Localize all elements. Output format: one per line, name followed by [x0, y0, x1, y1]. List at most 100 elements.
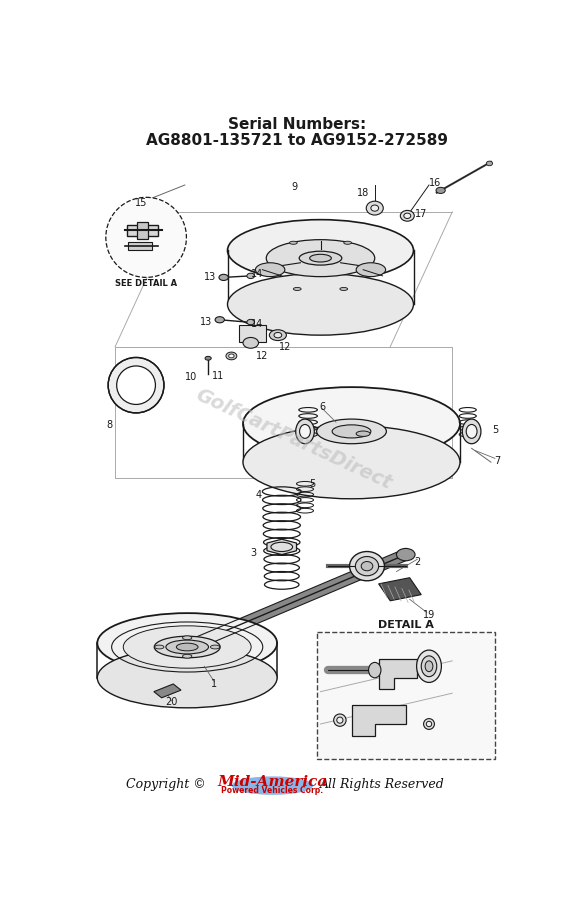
Circle shape — [106, 197, 186, 277]
Ellipse shape — [371, 205, 379, 212]
Text: 13: 13 — [200, 317, 212, 327]
Ellipse shape — [416, 650, 441, 682]
Text: Copyright ©: Copyright © — [126, 778, 205, 790]
Ellipse shape — [97, 613, 277, 673]
Text: Mid-America: Mid-America — [218, 775, 328, 788]
Ellipse shape — [344, 241, 351, 244]
Bar — [128, 242, 151, 249]
Text: 12: 12 — [280, 342, 292, 352]
Ellipse shape — [255, 263, 285, 276]
Ellipse shape — [423, 718, 434, 729]
Ellipse shape — [404, 213, 411, 219]
Ellipse shape — [462, 419, 481, 444]
Bar — [127, 225, 158, 236]
Text: GolfCartPartsDirect: GolfCartPartsDirect — [193, 385, 394, 493]
Ellipse shape — [183, 635, 192, 640]
Ellipse shape — [97, 648, 277, 707]
Polygon shape — [379, 659, 418, 689]
Ellipse shape — [166, 640, 209, 654]
Ellipse shape — [243, 338, 259, 348]
Text: 14: 14 — [251, 319, 263, 328]
Ellipse shape — [211, 645, 220, 649]
Ellipse shape — [247, 274, 255, 279]
Polygon shape — [379, 578, 421, 601]
Text: SEE DETAIL A: SEE DETAIL A — [115, 279, 177, 288]
Text: 1: 1 — [211, 679, 218, 689]
Ellipse shape — [176, 644, 198, 651]
Ellipse shape — [243, 426, 460, 499]
Ellipse shape — [227, 274, 414, 335]
Text: Serial Numbers:: Serial Numbers: — [228, 117, 367, 132]
Text: 10: 10 — [185, 373, 197, 382]
Text: All Rights Reserved: All Rights Reserved — [320, 778, 445, 790]
Ellipse shape — [289, 241, 297, 244]
Ellipse shape — [332, 425, 371, 438]
Ellipse shape — [421, 656, 437, 677]
Ellipse shape — [274, 332, 282, 338]
Text: DETAIL A: DETAIL A — [378, 620, 434, 630]
Polygon shape — [154, 684, 181, 698]
Polygon shape — [267, 539, 296, 554]
Ellipse shape — [154, 636, 220, 658]
Text: 11: 11 — [212, 371, 224, 381]
Ellipse shape — [117, 366, 155, 404]
Ellipse shape — [425, 661, 433, 671]
Ellipse shape — [299, 251, 342, 266]
Text: AG8801-135721 to AG9152-272589: AG8801-135721 to AG9152-272589 — [146, 133, 448, 148]
Text: 7: 7 — [494, 455, 501, 465]
Ellipse shape — [400, 211, 414, 221]
Ellipse shape — [310, 255, 331, 262]
Text: 3: 3 — [250, 548, 256, 558]
Ellipse shape — [426, 721, 432, 726]
Bar — [239, 325, 266, 342]
Ellipse shape — [356, 431, 370, 436]
Ellipse shape — [247, 320, 255, 325]
Ellipse shape — [397, 548, 415, 561]
Ellipse shape — [183, 654, 192, 658]
Text: 5: 5 — [492, 425, 498, 435]
Text: 4: 4 — [255, 490, 262, 500]
Ellipse shape — [226, 352, 237, 360]
Ellipse shape — [243, 387, 460, 460]
Ellipse shape — [269, 329, 287, 340]
Ellipse shape — [356, 263, 386, 276]
Ellipse shape — [317, 419, 386, 444]
Text: 20: 20 — [165, 698, 178, 707]
Ellipse shape — [266, 239, 375, 276]
Ellipse shape — [296, 419, 314, 444]
Text: 15: 15 — [135, 199, 147, 209]
Ellipse shape — [271, 543, 292, 552]
Text: 5: 5 — [310, 479, 316, 489]
Text: 19: 19 — [423, 609, 435, 620]
Text: 18: 18 — [357, 188, 369, 198]
Ellipse shape — [350, 552, 385, 581]
Ellipse shape — [232, 777, 313, 795]
Ellipse shape — [466, 425, 477, 438]
Ellipse shape — [334, 714, 346, 726]
Text: 16: 16 — [429, 177, 441, 188]
Text: 6: 6 — [319, 401, 325, 412]
Ellipse shape — [227, 220, 414, 281]
Ellipse shape — [205, 356, 211, 360]
Text: Powered Vehicles Corp.: Powered Vehicles Corp. — [222, 787, 324, 796]
Polygon shape — [351, 705, 406, 735]
Ellipse shape — [436, 187, 445, 194]
Text: 2: 2 — [414, 557, 420, 567]
Text: 12: 12 — [256, 351, 269, 361]
Bar — [137, 222, 148, 239]
FancyBboxPatch shape — [317, 632, 495, 759]
Text: 17: 17 — [415, 210, 427, 220]
Ellipse shape — [124, 626, 251, 668]
Ellipse shape — [366, 202, 383, 215]
Ellipse shape — [293, 287, 301, 291]
Ellipse shape — [229, 354, 234, 358]
Text: 8: 8 — [107, 420, 113, 430]
Ellipse shape — [368, 662, 381, 678]
Ellipse shape — [361, 562, 373, 571]
Ellipse shape — [300, 425, 310, 438]
Ellipse shape — [337, 717, 343, 724]
Ellipse shape — [215, 317, 224, 323]
Ellipse shape — [219, 274, 229, 281]
Text: 13: 13 — [204, 273, 216, 283]
Ellipse shape — [108, 357, 164, 413]
